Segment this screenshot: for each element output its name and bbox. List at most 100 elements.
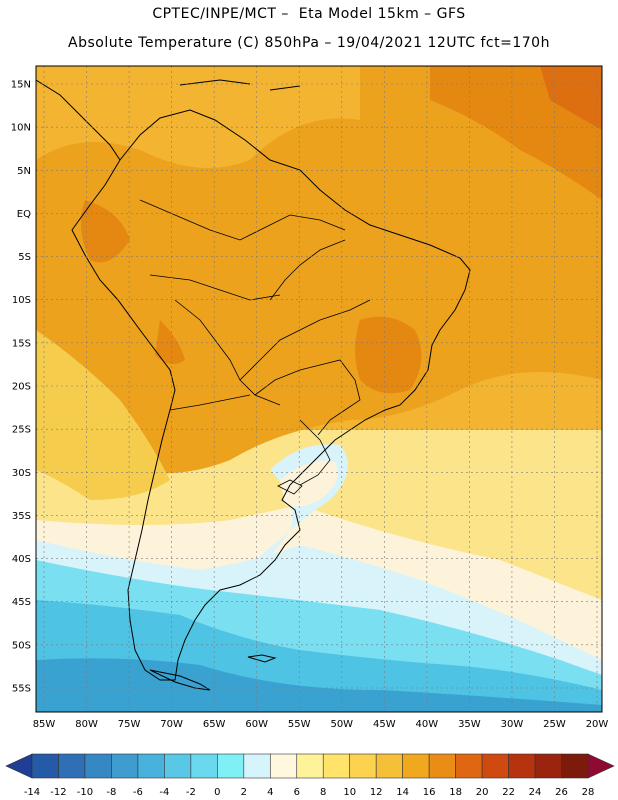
legend-label: -14 xyxy=(24,787,40,798)
lon-label: 55W xyxy=(288,719,311,730)
field-cold xyxy=(36,658,602,712)
field-hot-andes-n xyxy=(81,200,130,263)
field-orange xyxy=(36,66,602,474)
legend-swatch xyxy=(561,753,589,779)
falkland-islands xyxy=(247,654,277,663)
lat-label: 45S xyxy=(12,597,31,608)
field-orange-nw xyxy=(36,66,360,168)
lat-label: 55S xyxy=(12,684,31,695)
legend-swatch xyxy=(428,753,456,779)
lon-label: 60W xyxy=(245,719,268,730)
legend-swatch xyxy=(217,753,245,779)
map-subtitle: Absolute Temperature (C) 850hPa – 19/04/… xyxy=(68,35,550,51)
legend-label: 24 xyxy=(529,787,542,798)
lon-label: 20W xyxy=(586,719,609,730)
legend-swatch xyxy=(243,753,271,779)
legend-swatch xyxy=(508,753,536,779)
lat-label: 30S xyxy=(12,468,31,479)
map-title: CPTEC/INPE/MCT – Eta Model 15km – GFS xyxy=(152,6,466,22)
lon-label: 40W xyxy=(416,719,439,730)
country-borders xyxy=(139,199,371,486)
legend-label: 2 xyxy=(241,787,247,798)
legend-swatch xyxy=(322,753,351,779)
graticule xyxy=(36,66,602,712)
legend-label: 0 xyxy=(214,787,220,798)
longitude-labels: 85W 80W 75W 70W 65W 60W 55W 50W 45W 40W 35W 30W 25W 2… xyxy=(33,719,609,730)
legend-label: -8 xyxy=(106,787,116,798)
legend-label: 10 xyxy=(343,787,356,798)
caribbean-islands xyxy=(179,79,301,91)
field-hot-andes-c xyxy=(155,320,185,364)
legend-label: 8 xyxy=(320,787,326,798)
legend-swatch xyxy=(349,753,377,779)
legend-label: -10 xyxy=(77,787,93,798)
lon-label: 35W xyxy=(458,719,481,730)
lon-label: 80W xyxy=(75,719,98,730)
legend-label: 26 xyxy=(555,787,568,798)
legend-label: 12 xyxy=(370,787,383,798)
field-hot-se-brazil xyxy=(355,316,422,394)
legend-swatch xyxy=(481,753,509,779)
lon-label: 75W xyxy=(118,719,141,730)
lon-label: 30W xyxy=(501,719,524,730)
legend-swatch xyxy=(269,753,298,779)
plot-frame xyxy=(35,65,603,713)
coastlines xyxy=(36,79,471,691)
legend-label: 28 xyxy=(582,787,595,798)
legend-swatch xyxy=(455,753,483,779)
legend-min-arrow xyxy=(5,753,33,779)
lat-label: 20S xyxy=(12,382,31,393)
lon-label: 65W xyxy=(203,719,226,730)
field-cold-core xyxy=(280,460,338,507)
legend-label: 14 xyxy=(396,787,409,798)
legend-swatch xyxy=(58,753,86,779)
lagoon-outline xyxy=(277,479,303,495)
lon-label: 50W xyxy=(330,719,353,730)
legend-label: 16 xyxy=(423,787,436,798)
field-hot-ne xyxy=(540,66,602,130)
legend-label: -4 xyxy=(159,787,169,798)
legend-label: 22 xyxy=(502,787,515,798)
lat-label: 10N xyxy=(11,123,31,134)
lat-label: 10S xyxy=(12,295,31,306)
lat-label: 5S xyxy=(18,252,31,263)
legend-label: -12 xyxy=(50,787,66,798)
lat-label: 35S xyxy=(12,511,31,522)
legend-label: 4 xyxy=(267,787,273,798)
legend-swatch xyxy=(402,753,430,779)
central-america-coast xyxy=(36,79,121,161)
south-america-coast xyxy=(71,109,471,681)
legend-max-arrow xyxy=(587,753,615,779)
legend-swatch xyxy=(296,753,324,779)
legend-swatch xyxy=(534,753,562,779)
legend-label: 6 xyxy=(294,787,300,798)
legend-label: 20 xyxy=(476,787,489,798)
lat-label: 50S xyxy=(12,640,31,651)
latitude-labels: 15N 10N 5N EQ 5S 10S 15S 20S 25S 30S 35S 40S 45S 50S 5… xyxy=(11,80,31,695)
lat-label: 40S xyxy=(12,554,31,565)
legend-label: 18 xyxy=(449,787,462,798)
legend-label: -6 xyxy=(133,787,143,798)
lon-label: 85W xyxy=(33,719,56,730)
legend-swatch xyxy=(190,753,218,779)
lon-label: 70W xyxy=(160,719,183,730)
lat-label: EQ xyxy=(17,209,31,220)
lat-label: 25S xyxy=(12,425,31,436)
field-yellow-pacific xyxy=(36,330,170,500)
legend-swatch xyxy=(137,753,165,779)
lat-label: 15S xyxy=(12,338,31,349)
tierra-del-fuego xyxy=(149,669,211,691)
legend-swatch xyxy=(164,753,192,779)
legend-swatch xyxy=(84,753,112,779)
legend-swatch xyxy=(31,753,59,779)
legend-swatch xyxy=(111,753,139,779)
legend-label: -2 xyxy=(186,787,196,798)
lat-label: 15N xyxy=(11,80,31,91)
lat-label: 5N xyxy=(17,166,31,177)
lon-label: 45W xyxy=(373,719,396,730)
temperature-field xyxy=(36,66,602,712)
legend-swatch xyxy=(375,753,403,779)
lon-label: 25W xyxy=(543,719,566,730)
color-legend: -14 -12 -10 -8 -6 -4 -2 0 2 4 6 8 10 12 14 16 18 20 22 24 26… xyxy=(5,753,615,798)
